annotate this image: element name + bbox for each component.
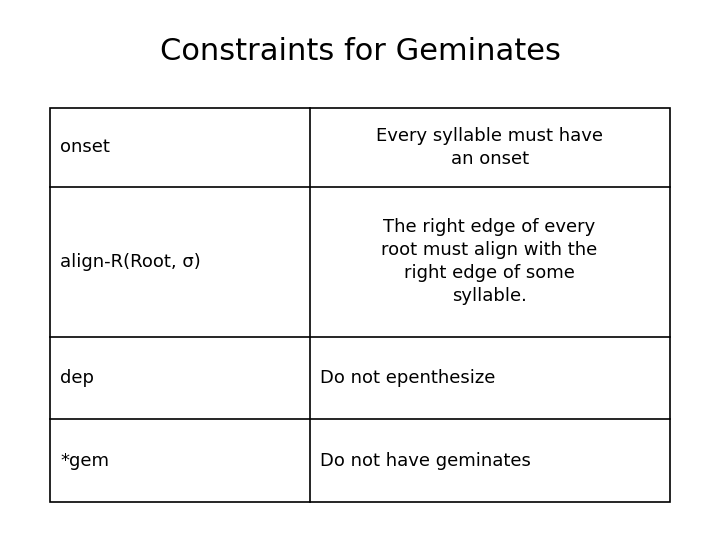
Text: align-R(Root, σ): align-R(Root, σ) [60,253,201,271]
Text: Constraints for Geminates: Constraints for Geminates [160,37,560,66]
Text: onset: onset [60,138,110,157]
Text: Do not epenthesize: Do not epenthesize [320,369,495,387]
Bar [50,108,670,502]
Text: The right edge of every
root must align with the
right edge of some
syllable.: The right edge of every root must align … [382,218,598,305]
Text: Do not have geminates: Do not have geminates [320,452,531,470]
Text: dep: dep [60,369,94,387]
Text: Every syllable must have
an onset: Every syllable must have an onset [376,127,603,168]
Text: *gem: *gem [60,452,109,470]
